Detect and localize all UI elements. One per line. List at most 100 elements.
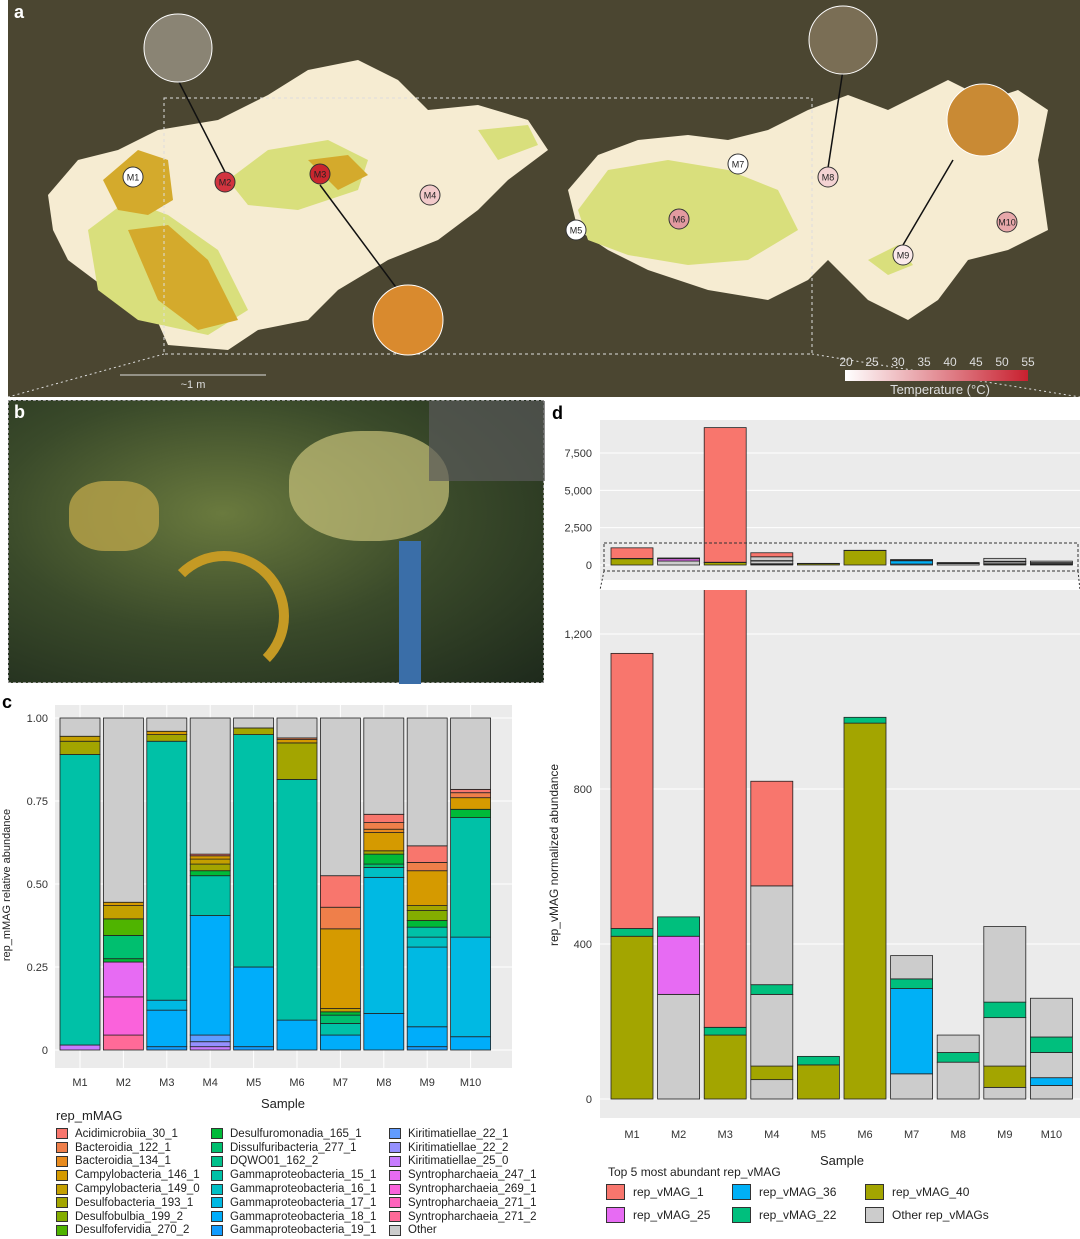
x-axis-title: Sample (820, 1153, 864, 1168)
upper-bar-segment-m3 (703, 427, 747, 563)
bar-segment-m4 (750, 780, 794, 887)
colorbar-tick: 35 (917, 355, 931, 369)
bar-segment-m6 (276, 742, 318, 780)
bar-segment-m3 (146, 734, 188, 742)
bar-segment-m10 (1029, 1036, 1073, 1053)
legend-label: rep_vMAG_36 (759, 1184, 837, 1199)
x-tick-label: M8 (951, 1129, 966, 1141)
lower-y-tick-label: 800 (574, 784, 592, 796)
bar-segment-m4 (189, 1041, 231, 1048)
bar-segment-m8 (363, 866, 405, 878)
upper-bar-segment-m10 (1029, 560, 1073, 564)
legend-label: Syntropharchaeia_269_1 (408, 1183, 537, 1196)
site-marker-m8 (817, 166, 839, 188)
bar-segment-m4 (189, 915, 231, 1036)
panel-label-c: c (2, 692, 13, 712)
legend-label: Syntropharchaeia_247_1 (408, 1169, 537, 1182)
bar-segment-m3 (146, 740, 188, 1001)
chart-c-mmag-abundance: 0 0.25 0.50 0.75 1.00 M1 M2 M3 M4 M5 M6 M7 M8 M9 M10 Sa… (1, 705, 512, 1111)
bar-segment-m9 (406, 845, 448, 863)
y-axis-title: rep_mMAG relative abundance (1, 809, 13, 961)
legend-item: Desulfuromonadia_165_1 (211, 1127, 389, 1141)
bar-segment-m10 (1029, 997, 1073, 1038)
y-tick-label: 0.75 (27, 796, 48, 808)
bar-segment-m2 (103, 958, 144, 963)
legend-label: rep_vMAG_25 (633, 1207, 711, 1222)
bar-segment-m6 (843, 722, 887, 1100)
site-label: M6 (673, 215, 686, 225)
legend-item: Syntropharchaeia_269_1 (389, 1182, 549, 1196)
bar-segment-m6 (843, 716, 887, 724)
legend-item: Kiritimatiellae_22_1 (389, 1127, 549, 1141)
colorbar-tick: 25 (865, 355, 879, 369)
upper-bar-segment-m7 (890, 560, 934, 565)
legend-d: rep_vMAG_1 rep_vMAG_36 rep_vMAG_40 rep_vMAG… (606, 1180, 1015, 1226)
bar-segment-m2 (103, 935, 144, 960)
bar-segment-m9 (983, 1086, 1027, 1100)
bar-segment-m4 (189, 1046, 231, 1051)
bar-segment-m8 (363, 828, 405, 833)
legend-item: Gammaproteobacteria_17_1 (211, 1196, 389, 1210)
bar-segment-m4 (189, 717, 231, 855)
upper-bar-segment-m1 (610, 547, 654, 559)
bar-segment-m8 (936, 1052, 980, 1063)
bar-segment-m2 (657, 993, 700, 1100)
bar-segment-m9 (983, 1017, 1027, 1067)
upper-bar-segment-m1 (610, 558, 654, 566)
bar-segment-m8 (363, 853, 405, 865)
x-tick-label: M3 (718, 1129, 733, 1141)
y-tick-label: 0 (42, 1045, 48, 1057)
bar-segment-m1 (59, 717, 101, 737)
legend-label: Acidimicrobiia_30_1 (75, 1127, 178, 1140)
bar-segment-m2 (103, 905, 144, 920)
bar-segment-m9 (406, 862, 448, 872)
bar-segment-m5 (796, 1064, 840, 1100)
legend-item: rep_vMAG_22 (732, 1203, 865, 1226)
legend-item: Desulfofervidia_270_2 (56, 1224, 211, 1238)
upper-y-tick-label: 5,000 (564, 485, 592, 497)
legend-swatch (211, 1224, 223, 1236)
legend-swatch (56, 1169, 68, 1181)
bar-segment-m7 (319, 928, 361, 1009)
x-tick-label: M2 (116, 1077, 131, 1089)
colorbar-tick: 20 (839, 355, 853, 369)
legend-item: Bacteroidia_122_1 (56, 1141, 211, 1155)
legend-swatch (389, 1211, 401, 1223)
legend-item: Other (389, 1224, 549, 1238)
legend-label: Desulfofervidia_270_2 (75, 1224, 190, 1237)
zoom-connector (599, 570, 605, 591)
x-tick-label: M6 (289, 1077, 304, 1089)
site-label: M9 (897, 251, 910, 261)
upper-y-tick-label: 7,500 (564, 448, 592, 460)
legend-label: Dissulfuribacteria_277_1 (230, 1141, 357, 1154)
colorbar-tick: 55 (1021, 355, 1035, 369)
vent-map: M1 M2 M3 M4 M5 M6 M7 M8 M9 M10 ~1 m 20 25 30 35 40 45 5… (7, 5, 1080, 398)
bar-segment-m8 (936, 1034, 980, 1053)
bar-segment-m7 (890, 955, 934, 980)
legend-swatch (389, 1128, 401, 1140)
legend-item: Dissulfuribacteria_277_1 (211, 1141, 389, 1155)
legend-swatch (389, 1169, 401, 1181)
x-tick-label: M5 (811, 1129, 826, 1141)
bar-segment-m10 (450, 1036, 492, 1051)
zoom-connector (1077, 570, 1080, 591)
bar-segment-m9 (406, 870, 448, 906)
bar-segment-m2 (103, 996, 144, 1036)
x-tick-label: M1 (624, 1129, 639, 1141)
colorbar-tick: 50 (995, 355, 1009, 369)
x-tick-label: M10 (460, 1077, 481, 1089)
upper-bar-segment-m4 (750, 560, 794, 565)
bar-segment-m5 (233, 717, 275, 729)
site-label: M8 (822, 173, 835, 183)
zoom-region-box (603, 542, 1079, 572)
legend-item: Syntropharchaeia_271_2 (389, 1210, 549, 1224)
lower-y-tick-label: 0 (586, 1094, 592, 1106)
legend-label: Kiritimatiellae_22_1 (408, 1127, 509, 1140)
legend-item: Kiritimatiellae_22_2 (389, 1141, 549, 1155)
legend-swatch (56, 1155, 68, 1167)
bar-segment-m10 (1029, 1052, 1073, 1079)
hot-area (103, 150, 368, 330)
legend-label: Desulfobacteria_193_1 (75, 1196, 194, 1209)
x-tick-label: M6 (857, 1129, 872, 1141)
bar-segment-m9 (983, 1001, 1027, 1019)
